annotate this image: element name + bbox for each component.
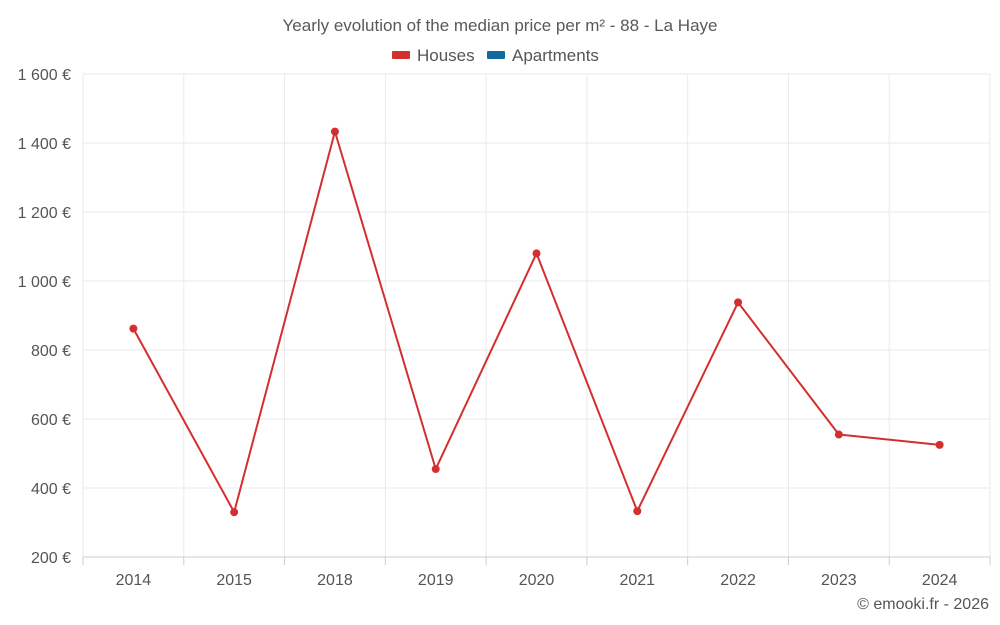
data-point-houses[interactable] <box>633 507 642 516</box>
x-tick-label: 2014 <box>116 572 152 589</box>
y-tick-label: 1 400 € <box>18 136 71 153</box>
legend-item-houses[interactable]: Houses <box>392 46 475 65</box>
data-point-houses[interactable] <box>834 430 843 439</box>
y-tick-label: 400 € <box>31 481 71 498</box>
legend-label-apartments: Apartments <box>512 46 599 65</box>
grid <box>82 73 991 557</box>
series-layer <box>129 127 944 517</box>
y-tick-label: 600 € <box>31 412 71 429</box>
x-tick-label: 2019 <box>418 572 454 589</box>
x-tick-label: 2023 <box>821 572 857 589</box>
data-point-houses[interactable] <box>532 249 541 258</box>
credit-text: © emooki.fr - 2026 <box>857 596 989 613</box>
legend-label-houses: Houses <box>417 46 475 65</box>
data-point-houses[interactable] <box>129 324 138 333</box>
y-tick-label: 1 200 € <box>18 205 71 222</box>
data-point-houses[interactable] <box>431 465 440 474</box>
x-tick-label: 2015 <box>216 572 252 589</box>
series-line-houses <box>132 130 940 514</box>
x-tick-label: 2021 <box>619 572 655 589</box>
x-tick-label: 2024 <box>922 572 958 589</box>
y-tick-label: 800 € <box>31 343 71 360</box>
chart-title: Yearly evolution of the median price per… <box>283 16 718 35</box>
data-point-houses[interactable] <box>230 508 239 517</box>
legend-item-apartments[interactable]: Apartments <box>487 46 599 65</box>
x-tick-label: 2020 <box>519 572 555 589</box>
legend: Houses Apartments <box>392 46 599 65</box>
legend-swatch-apartments <box>487 51 505 59</box>
data-point-houses[interactable] <box>935 440 944 449</box>
y-tick-label: 1 600 € <box>18 67 71 84</box>
y-tick-label: 1 000 € <box>18 274 71 291</box>
x-tick-label: 2018 <box>317 572 353 589</box>
axes: 200 € 400 € 600 € 800 € 1 000 € 1 200 € 1 400 … <box>18 67 991 589</box>
x-tick-label: 2022 <box>720 572 756 589</box>
data-point-houses[interactable] <box>330 127 339 136</box>
data-point-houses[interactable] <box>734 298 743 307</box>
y-tick-label: 200 € <box>31 550 71 567</box>
legend-swatch-houses <box>392 51 410 59</box>
